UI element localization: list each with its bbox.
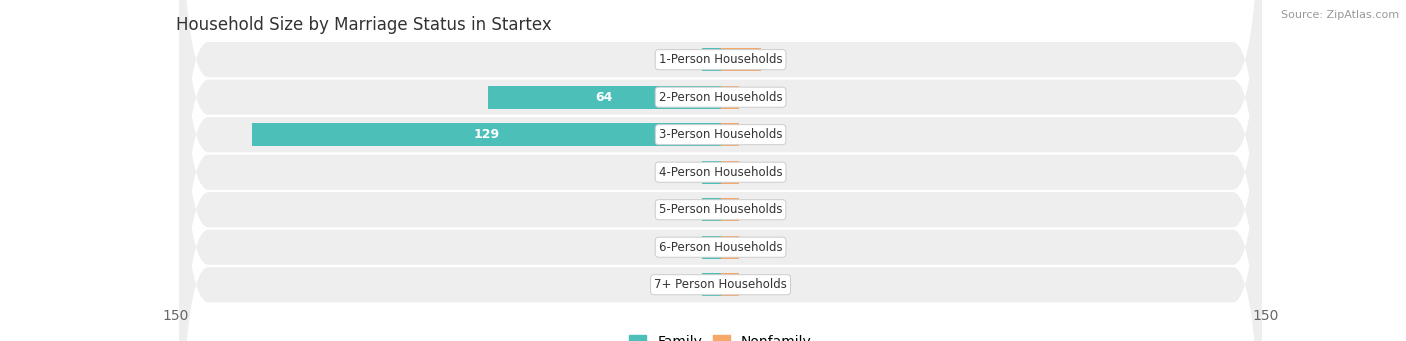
FancyBboxPatch shape xyxy=(180,0,1261,341)
Bar xyxy=(703,161,721,184)
Bar xyxy=(721,273,738,296)
Text: 7+ Person Households: 7+ Person Households xyxy=(654,278,787,291)
Text: Source: ZipAtlas.com: Source: ZipAtlas.com xyxy=(1281,10,1399,20)
Text: 0: 0 xyxy=(744,166,752,179)
FancyBboxPatch shape xyxy=(180,0,1261,341)
Bar xyxy=(703,48,721,71)
Bar xyxy=(721,198,738,221)
Bar xyxy=(252,123,721,146)
Bar xyxy=(721,161,738,184)
Text: 0: 0 xyxy=(689,203,697,216)
Text: 0: 0 xyxy=(744,278,752,291)
Text: Household Size by Marriage Status in Startex: Household Size by Marriage Status in Sta… xyxy=(176,16,551,34)
Text: 3-Person Households: 3-Person Households xyxy=(659,128,782,141)
Text: 64: 64 xyxy=(596,91,613,104)
Text: 1-Person Households: 1-Person Households xyxy=(659,53,782,66)
Legend: Family, Nonfamily: Family, Nonfamily xyxy=(624,329,817,341)
Text: 0: 0 xyxy=(689,53,697,66)
Bar xyxy=(721,48,761,71)
Text: 11: 11 xyxy=(772,53,787,66)
Text: 0: 0 xyxy=(744,128,752,141)
Text: 0: 0 xyxy=(744,241,752,254)
Bar xyxy=(703,236,721,259)
Bar xyxy=(488,86,721,109)
FancyBboxPatch shape xyxy=(180,2,1261,341)
Text: 5-Person Households: 5-Person Households xyxy=(659,203,782,216)
Text: 0: 0 xyxy=(744,203,752,216)
Bar xyxy=(703,273,721,296)
Text: 0: 0 xyxy=(689,166,697,179)
Bar xyxy=(721,236,738,259)
Text: 2-Person Households: 2-Person Households xyxy=(659,91,782,104)
FancyBboxPatch shape xyxy=(180,0,1261,341)
Bar xyxy=(703,198,721,221)
FancyBboxPatch shape xyxy=(180,0,1261,341)
Bar xyxy=(721,123,738,146)
Text: 129: 129 xyxy=(474,128,499,141)
FancyBboxPatch shape xyxy=(180,0,1261,341)
Text: 0: 0 xyxy=(689,241,697,254)
FancyBboxPatch shape xyxy=(180,0,1261,341)
Bar xyxy=(721,86,738,109)
Text: 0: 0 xyxy=(744,91,752,104)
Text: 4-Person Households: 4-Person Households xyxy=(659,166,782,179)
Text: 0: 0 xyxy=(689,278,697,291)
Text: 6-Person Households: 6-Person Households xyxy=(659,241,782,254)
